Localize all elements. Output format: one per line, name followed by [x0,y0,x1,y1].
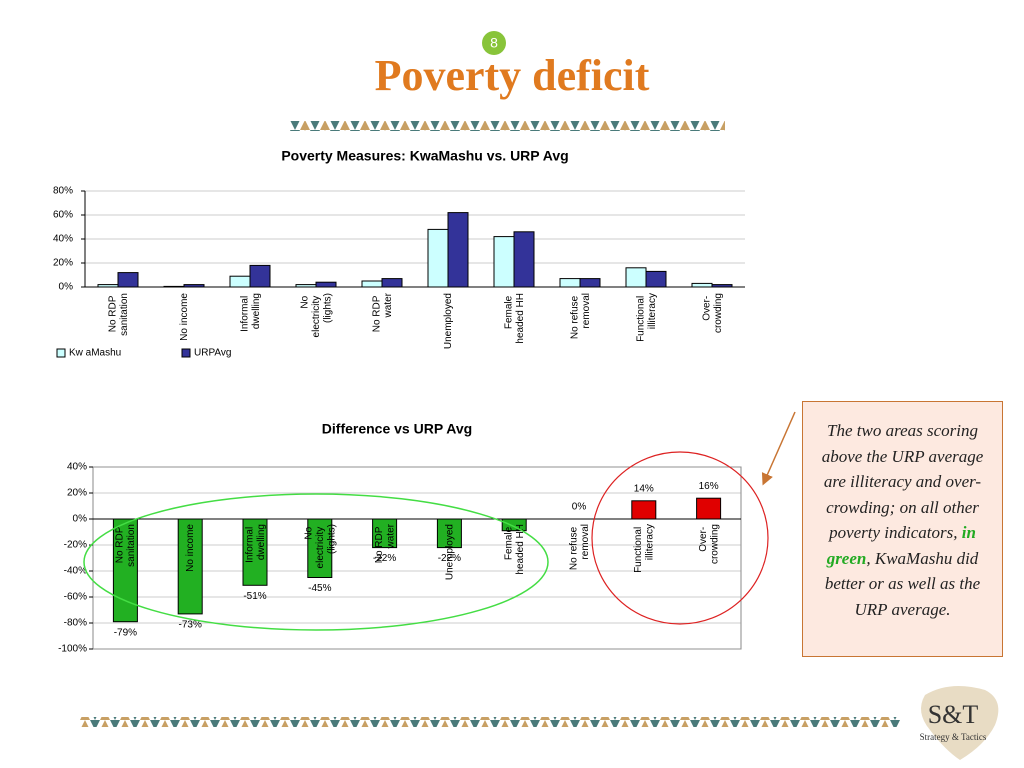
decor-bottom [80,717,900,727]
bar [559,278,581,288]
x-tick-label: No RDP sanitation [107,293,130,336]
y-tick-label: 80% [53,186,73,197]
x-tick-label: Unemployed [443,293,454,349]
legend-label: URPAvg [194,348,231,359]
logo-tagline: Strategy & Tactics [920,732,987,742]
bar [427,228,449,288]
bar [493,236,515,288]
data-label: -22% [438,553,461,564]
bar [631,500,657,520]
bar [696,497,722,520]
x-tick-label: Female headed HH [503,524,526,575]
data-label: -51% [243,591,266,602]
data-label: -45% [308,583,331,594]
x-tick-label: Unemployed [444,524,455,580]
y-tick-label: 0% [73,514,88,525]
bar [625,267,647,288]
y-tick-label: -40% [64,566,87,577]
data-label: -73% [179,620,202,631]
y-tick-label: -80% [64,618,87,629]
bar [645,270,667,288]
bar [307,518,333,578]
charts: Poverty Measures: KwaMashu vs. URP Avg 0%… [53,148,745,655]
bar [361,280,383,288]
red-highlight [591,451,769,625]
x-tick-label: No electricity (lights) [303,524,337,568]
bar [117,272,139,288]
y-tick-label: 60% [53,210,73,221]
legend-swatch [56,348,66,358]
data-label: 0% [572,502,587,513]
callout-highlight: in green [826,523,976,568]
green-highlight [83,493,549,631]
bar [691,282,713,288]
data-label: -79% [114,627,137,638]
y-tick-label: 20% [67,488,87,499]
x-tick-label: No income [179,293,190,341]
x-tick-label: No income [185,524,196,572]
x-tick-label: Over- crowding [697,524,720,564]
data-label: 14% [634,483,654,494]
y-tick-label: 0% [59,282,74,293]
x-tick-label: Functional illiteracy [635,293,658,342]
legend-label: Kw aMashu [69,348,121,359]
x-tick-label: Functional illiteracy [633,524,656,573]
data-label: 16% [699,481,719,492]
slide-title: Poverty deficit [375,51,650,100]
slide-number-badge [482,31,506,55]
x-tick-label: No refuse removal [569,293,592,339]
bar [447,212,469,288]
bar [242,518,268,586]
chart-title: Poverty Measures: KwaMashu vs. URP Avg [281,148,568,164]
x-tick-label: No electricity (lights) [299,293,333,337]
x-tick-label: Informal dwelling [244,524,267,563]
bar [381,278,403,288]
callout: The two areas scoring above the URP aver… [802,401,1003,657]
callout-arrow [761,411,796,486]
y-tick-label: -100% [58,644,87,655]
y-tick-label: -60% [64,592,87,603]
bar [249,264,271,288]
y-tick-label: 40% [67,462,87,473]
x-tick-label: Informal dwelling [239,293,262,332]
bar [315,281,337,288]
decor-top [290,121,725,131]
bar [177,518,203,615]
slide-number: 8 [490,35,498,51]
x-tick-label: No RDP sanitation [114,524,136,567]
x-tick-label: Female headed HH [503,293,526,344]
y-tick-label: -20% [64,540,87,551]
x-tick-label: No refuse removal [568,524,591,570]
chart-title: Difference vs URP Avg [322,421,472,437]
logo-shape [921,686,999,760]
callout-text: , KwaMashu did better or as well as the … [824,548,981,619]
x-tick-label: No RDP water [371,292,394,332]
bar [579,278,601,288]
x-tick-label: No RDP water [373,523,396,563]
x-tick-label: Over- crowding [701,293,724,333]
data-label: -22% [373,553,396,564]
y-tick-label: 20% [53,258,73,269]
legend-swatch [181,348,191,358]
callout-text: The two areas scoring above the URP aver… [821,421,984,542]
y-tick-label: 40% [53,234,73,245]
bar [513,231,535,288]
bar [229,275,251,288]
logo-name: S&T [928,700,979,729]
